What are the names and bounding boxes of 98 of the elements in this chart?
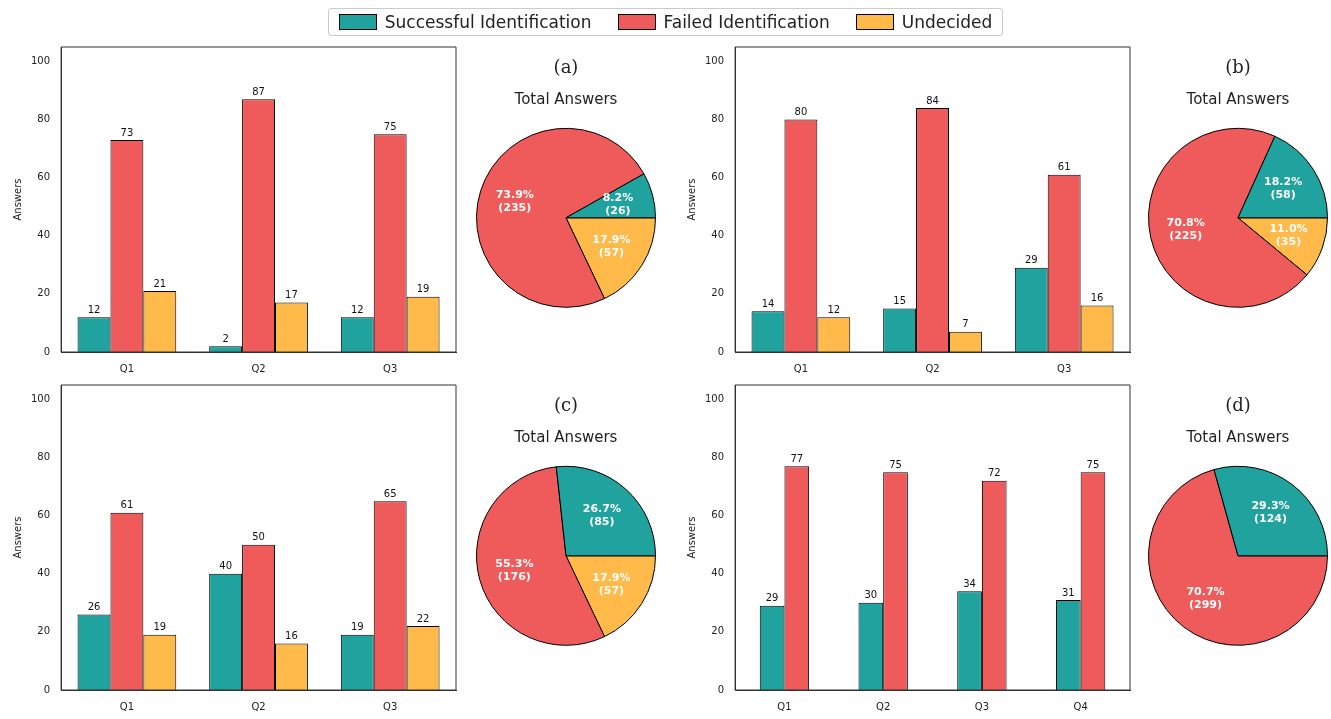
- data-label: 17.9% (57): [592, 232, 631, 259]
- y-tick-label: 20: [37, 287, 51, 299]
- data-label: 21: [153, 277, 167, 289]
- y-tick-label: 20: [711, 287, 725, 299]
- data-label: 72: [987, 467, 1001, 479]
- data-label: 19: [416, 283, 430, 295]
- x-tick-label: Q2: [925, 362, 940, 374]
- data-label: 77: [790, 452, 804, 464]
- y-tick-label: 60: [711, 171, 725, 183]
- data-label: 26: [87, 601, 101, 613]
- y-axis-title: Answers: [11, 516, 23, 559]
- x-tick-label: Q3: [383, 362, 398, 374]
- data-label: 80: [794, 106, 808, 118]
- y-tick-label: 40: [711, 567, 725, 579]
- x-tick-label: Q2: [876, 700, 891, 712]
- chart-subtitle: (b): [1225, 56, 1251, 78]
- x-tick-label: Q2: [251, 700, 266, 712]
- y-tick-label: 60: [711, 509, 725, 521]
- x-tick-label: Q3: [1057, 362, 1072, 374]
- chart-title: Total Answers: [1185, 428, 1290, 447]
- data-label: 55.3% (176): [495, 556, 534, 583]
- y-tick-label: 80: [37, 451, 51, 463]
- data-label: 40: [219, 560, 232, 572]
- y-tick-label: 60: [37, 509, 51, 521]
- data-label: 7: [962, 318, 969, 330]
- y-tick-label: 80: [37, 113, 51, 125]
- x-tick-label: Q1: [777, 700, 792, 712]
- data-label: 73.9% (235): [495, 187, 534, 214]
- y-axis-title: Answers: [685, 516, 697, 559]
- y-tick-label: 40: [37, 567, 51, 579]
- data-label: 22: [416, 612, 430, 624]
- y-tick-label: 0: [717, 345, 725, 357]
- legend-label: Successful Identification: [384, 12, 592, 32]
- x-tick-label: Q3: [383, 700, 398, 712]
- data-label: 16: [1090, 292, 1104, 304]
- y-tick-label: 100: [30, 393, 51, 405]
- data-label: 87: [252, 85, 265, 97]
- data-label: 12: [87, 303, 101, 315]
- x-tick-label: Q1: [793, 362, 809, 374]
- y-tick-label: 80: [711, 113, 725, 125]
- data-label: 19: [350, 621, 364, 633]
- chart-title: Total Answers: [513, 90, 618, 109]
- y-tick-label: 100: [30, 55, 51, 67]
- data-label: 65: [383, 487, 397, 499]
- data-label: 84: [926, 94, 939, 106]
- legend-label: Undecided: [901, 12, 993, 32]
- data-label: 61: [1057, 161, 1071, 173]
- data-label: 15: [893, 295, 906, 307]
- y-axis-title: Answers: [11, 178, 23, 221]
- legend-label: Failed Identification: [663, 12, 830, 32]
- data-label: 70.8% (225): [1166, 216, 1205, 243]
- x-tick-label: Q1: [119, 700, 135, 712]
- y-tick-label: 40: [711, 229, 725, 241]
- data-label: 18.2% (58): [1264, 175, 1303, 202]
- data-label: 75: [889, 458, 902, 470]
- data-label: 30: [864, 589, 878, 601]
- y-tick-label: 20: [37, 625, 51, 637]
- data-label: 19: [153, 621, 167, 633]
- data-label: 75: [1086, 458, 1100, 470]
- data-label: 12: [827, 303, 841, 315]
- data-label: 70.7% (299): [1186, 584, 1225, 611]
- data-label: 14: [761, 297, 775, 309]
- data-label: 31: [1061, 586, 1075, 598]
- chart-subtitle: (d): [1225, 394, 1251, 416]
- y-tick-label: 0: [43, 683, 51, 695]
- y-tick-label: 20: [711, 625, 725, 637]
- y-tick-label: 100: [704, 55, 725, 67]
- chart-title: Total Answers: [1185, 90, 1290, 109]
- y-tick-label: 100: [704, 393, 725, 405]
- data-label: 12: [350, 303, 364, 315]
- data-label: 50: [252, 531, 265, 543]
- x-tick-label: Q1: [119, 362, 135, 374]
- y-tick-label: 40: [37, 229, 51, 241]
- data-label: 26.7% (85): [582, 502, 621, 529]
- data-label: 29.3% (124): [1251, 499, 1290, 526]
- data-label: 8.2% (26): [602, 190, 634, 217]
- data-label: 16: [285, 630, 298, 642]
- y-tick-label: 80: [711, 451, 725, 463]
- x-tick-label: Q2: [251, 362, 266, 374]
- chart-subtitle: (c): [553, 394, 579, 416]
- data-label: 17: [285, 289, 298, 301]
- data-label: 34: [963, 577, 976, 589]
- data-label: 75: [383, 120, 397, 132]
- data-label: 73: [120, 126, 134, 138]
- x-tick-label: Q3: [974, 700, 990, 712]
- data-label: 61: [120, 499, 134, 511]
- data-label: 29: [1024, 254, 1038, 266]
- y-tick-label: 60: [37, 171, 51, 183]
- x-tick-label: Q4: [1073, 700, 1088, 712]
- chart-title: Total Answers: [513, 428, 618, 447]
- y-tick-label: 0: [717, 683, 725, 695]
- y-axis-title: Answers: [685, 178, 697, 221]
- data-label: 29: [765, 592, 779, 604]
- chart-subtitle: (a): [553, 56, 579, 78]
- data-label: 11.0% (35): [1269, 222, 1308, 249]
- data-label: 2: [222, 332, 229, 344]
- y-tick-label: 0: [43, 345, 51, 357]
- data-label: 17.9% (57): [592, 570, 631, 597]
